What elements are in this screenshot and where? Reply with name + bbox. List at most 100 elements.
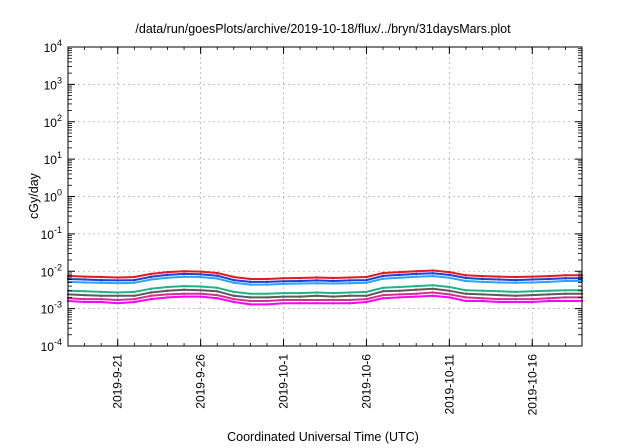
series-4-point [431, 284, 434, 287]
series-6-point [431, 291, 434, 294]
series-4-point [481, 289, 484, 292]
series-7-point [133, 300, 136, 304]
series-4-point [149, 287, 153, 290]
series-7-point [448, 296, 451, 299]
series-1-point [265, 277, 269, 281]
series-1-point [149, 272, 153, 276]
series-1-point [282, 277, 285, 280]
series-7-point [282, 302, 285, 305]
y-tick-label: 10-4 [41, 337, 62, 354]
series-1-point [514, 275, 517, 279]
series-4-point [249, 292, 252, 295]
series-3-point [216, 277, 219, 280]
series-1-point [464, 274, 468, 277]
series-3-point [514, 281, 517, 284]
series-2-point [249, 280, 252, 284]
series-3-point [166, 276, 169, 279]
series-4-point [282, 291, 285, 295]
series-line-3 [67, 275, 582, 286]
series-5-point [282, 295, 285, 298]
series-6-point [249, 299, 252, 303]
series-7-point [547, 299, 550, 303]
series-6-point [531, 297, 534, 301]
series-1-point [365, 275, 368, 279]
series-5-point [166, 289, 169, 292]
series-2-point [398, 273, 401, 277]
series-3-point [431, 274, 434, 278]
y-tick-label: 10-2 [41, 262, 62, 279]
series-4-point [415, 284, 418, 288]
series-5-point [398, 289, 401, 292]
series-4-point [265, 292, 269, 295]
series-5-point [547, 293, 550, 296]
y-axis-label: cGy/day [27, 172, 41, 219]
series-3-point [249, 283, 252, 286]
series-4-point [398, 285, 401, 289]
series-7-point [514, 300, 517, 304]
series-5-point [514, 294, 517, 297]
series-4-point [464, 289, 468, 292]
series-5-point [332, 295, 335, 298]
series-3-point [564, 279, 567, 283]
series-7-point [531, 300, 534, 304]
series-1-point [547, 274, 550, 278]
series-7-point [564, 299, 567, 303]
chart-title: /data/run/goesPlots/archive/2019-10-18/f… [135, 22, 511, 36]
series-3-point [381, 277, 385, 280]
series-6-point [182, 292, 186, 295]
series-5-point [481, 293, 484, 296]
series-3-point [415, 275, 418, 278]
series-1-point [182, 270, 186, 273]
y-tick-label: 10-3 [41, 300, 62, 317]
series-6-point [133, 297, 136, 301]
series-3-point [298, 282, 302, 285]
series-4-point [381, 286, 385, 289]
series-1-point [348, 276, 352, 279]
series-2-point [83, 278, 86, 281]
series-3-point [149, 278, 153, 281]
series-2-point [315, 279, 318, 282]
series-4-point [315, 291, 318, 294]
series-5-point [116, 294, 119, 297]
series-3-point [448, 276, 451, 279]
series-4-point [199, 285, 202, 288]
series-2-point [282, 280, 285, 283]
series-5-point [497, 293, 501, 297]
series-3-point [547, 280, 550, 284]
series-3-point [332, 282, 335, 285]
series-5-point [348, 294, 352, 297]
series-line-5 [67, 287, 582, 299]
series-6-point [365, 297, 368, 301]
series-3-point [199, 275, 202, 279]
series-2-point [216, 274, 219, 277]
series-4-point [133, 290, 136, 294]
series-3-point [133, 281, 136, 284]
series-1-point [564, 274, 567, 277]
series-2-point [514, 278, 517, 282]
series-4-point [365, 290, 368, 294]
series-group [66, 269, 584, 306]
series-1-point [100, 275, 103, 279]
series-6-point [298, 298, 302, 302]
series-6-point [265, 299, 269, 303]
series-line-4 [67, 284, 582, 295]
series-5-point [83, 293, 86, 297]
series-7-point [116, 302, 119, 305]
series-5-point [232, 294, 235, 297]
series-3-point [497, 281, 501, 284]
x-tick-label: 2019-10-6 [359, 354, 373, 409]
series-7-point [348, 302, 352, 305]
series-6-point [497, 297, 501, 301]
series-6-point [100, 297, 103, 301]
series-3-point [348, 282, 352, 285]
series-2-point [133, 278, 136, 282]
series-6-point [564, 296, 567, 299]
series-1-point [531, 275, 534, 278]
series-2-point [199, 273, 202, 276]
series-6-point [199, 292, 202, 295]
series-2-point [100, 278, 103, 282]
series-1-point [315, 276, 318, 279]
series-4-point [348, 291, 352, 294]
series-2-point [381, 274, 385, 278]
series-3-point [232, 281, 235, 284]
